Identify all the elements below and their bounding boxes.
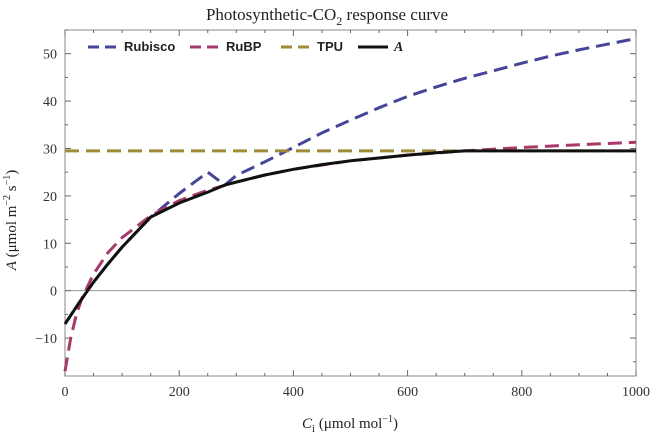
y-tick-label: 40 [43, 95, 57, 110]
series-line-rubp [63, 140, 637, 372]
x-axis-label: Ci (μmol mol−1) [302, 414, 398, 435]
x-tick-label: 600 [397, 385, 418, 400]
x-tick-label: 800 [511, 385, 532, 400]
y-tick-label: 20 [43, 190, 57, 205]
legend-label-rubp: RuBP [226, 39, 262, 54]
x-tick-label: 200 [169, 385, 190, 400]
y-tick-label: 30 [43, 142, 57, 157]
legend-label-rubisco: Rubisco [124, 39, 175, 54]
y-tick-label: −10 [35, 332, 57, 347]
x-tick-label: 0 [62, 385, 69, 400]
series-line-rubisco [63, 37, 637, 325]
legend-label-a: A [393, 40, 403, 55]
axis-ticks: 0 200 400 600 800 1000 −10 0 10 20 30 40 50 [35, 29, 650, 400]
chart-title: Photosynthetic-CO2 response curve [206, 5, 448, 28]
x-tick-label: 400 [283, 385, 304, 400]
y-tick-label: 50 [43, 48, 57, 63]
y-tick-label: 0 [50, 285, 57, 300]
plot-frame [64, 29, 637, 377]
series-line-a [63, 149, 636, 325]
x-tick-label: 1000 [622, 385, 650, 400]
y-axis-label: A (μmol m−2 s−1) [2, 170, 20, 272]
legend-label-tpu: TPU [317, 39, 343, 54]
series-group [63, 37, 637, 372]
legend: Rubisco RuBP TPU A [88, 39, 403, 55]
y-tick-label: 10 [43, 237, 57, 252]
